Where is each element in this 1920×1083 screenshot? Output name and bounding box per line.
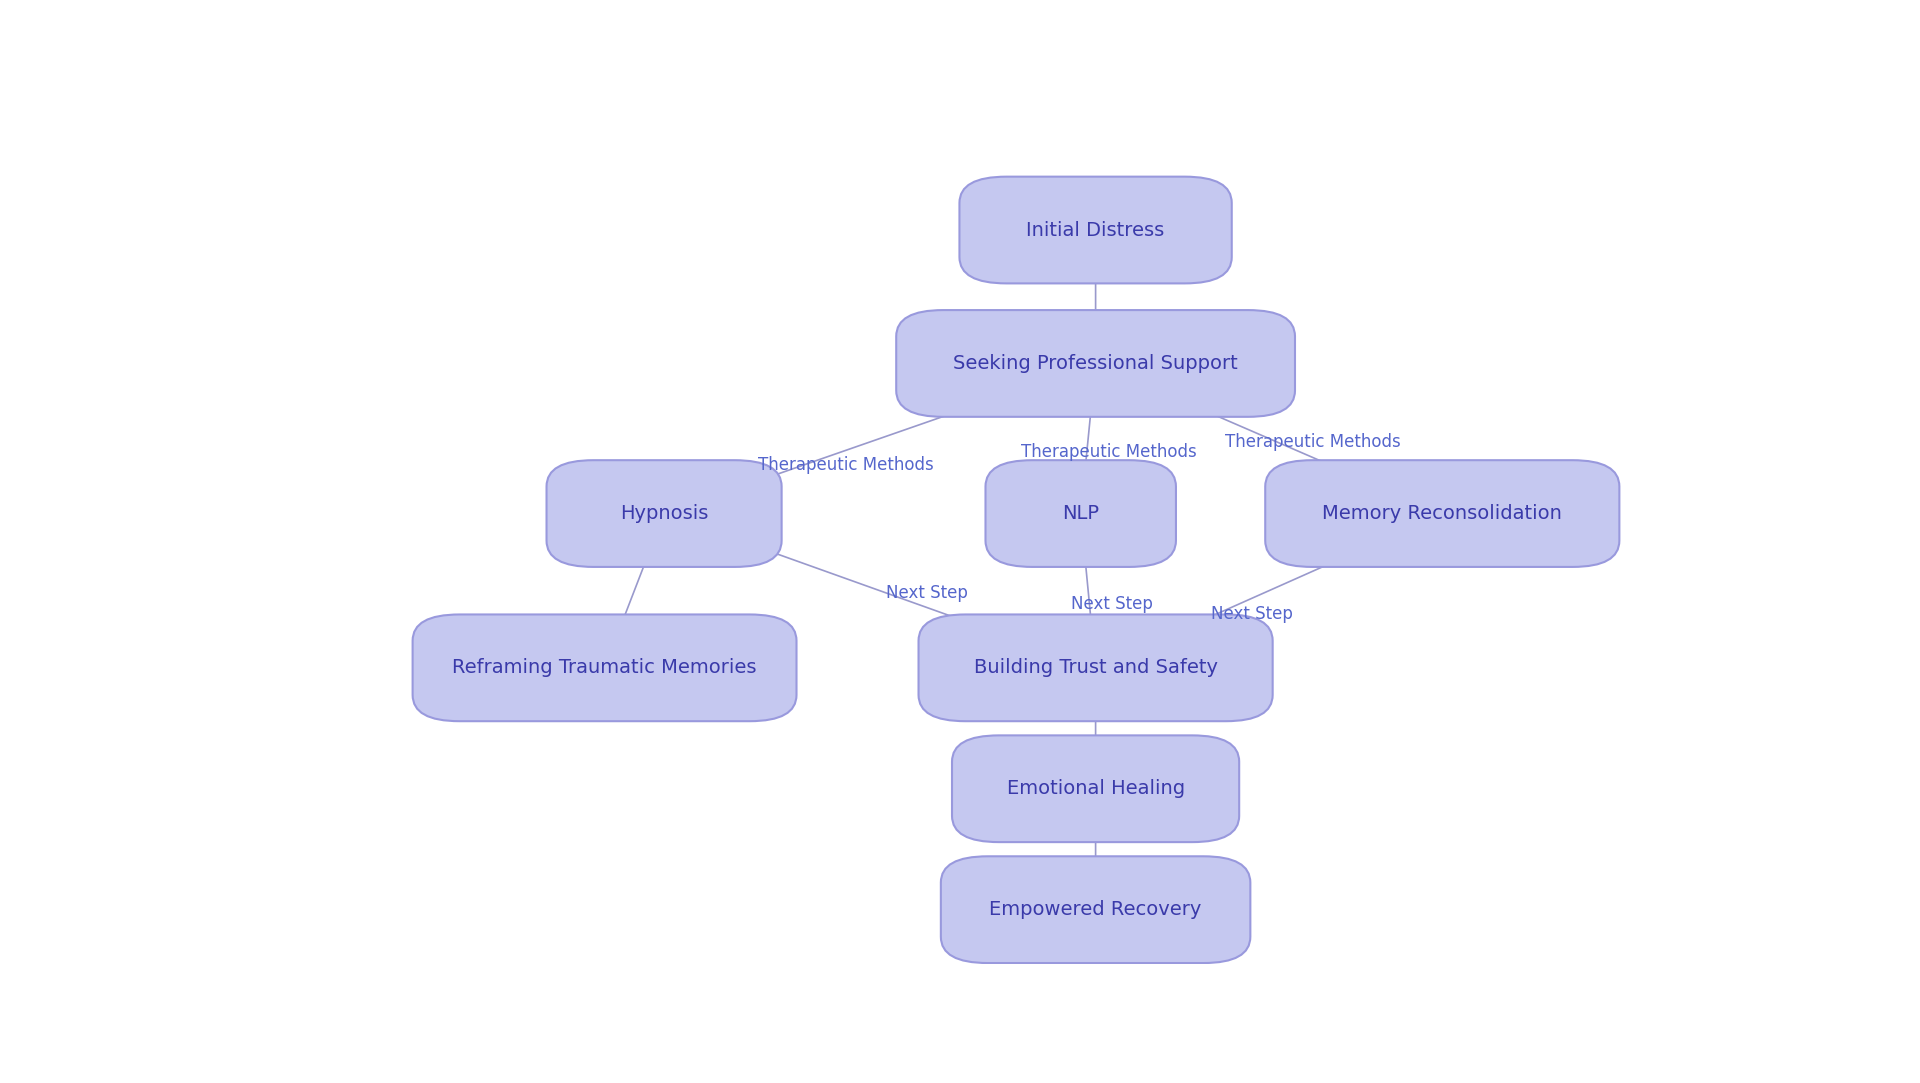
Text: Therapeutic Methods: Therapeutic Methods (1021, 443, 1196, 461)
Text: Next Step: Next Step (887, 584, 968, 602)
FancyBboxPatch shape (897, 310, 1294, 417)
FancyBboxPatch shape (1265, 460, 1619, 566)
Text: Next Step: Next Step (1212, 605, 1292, 623)
FancyBboxPatch shape (941, 857, 1250, 963)
FancyBboxPatch shape (960, 177, 1233, 284)
Text: Building Trust and Safety: Building Trust and Safety (973, 658, 1217, 677)
Text: NLP: NLP (1062, 504, 1100, 523)
FancyBboxPatch shape (547, 460, 781, 566)
Text: Reframing Traumatic Memories: Reframing Traumatic Memories (453, 658, 756, 677)
FancyBboxPatch shape (918, 614, 1273, 721)
Text: Hypnosis: Hypnosis (620, 504, 708, 523)
Text: Empowered Recovery: Empowered Recovery (989, 900, 1202, 919)
Text: Therapeutic Methods: Therapeutic Methods (1225, 433, 1402, 451)
Text: Seeking Professional Support: Seeking Professional Support (952, 354, 1238, 373)
FancyBboxPatch shape (413, 614, 797, 721)
Text: Emotional Healing: Emotional Healing (1006, 780, 1185, 798)
FancyBboxPatch shape (952, 735, 1238, 843)
FancyBboxPatch shape (985, 460, 1175, 566)
Text: Memory Reconsolidation: Memory Reconsolidation (1323, 504, 1563, 523)
Text: Therapeutic Methods: Therapeutic Methods (758, 456, 933, 474)
Text: Initial Distress: Initial Distress (1027, 221, 1165, 239)
Text: Next Step: Next Step (1071, 595, 1152, 613)
